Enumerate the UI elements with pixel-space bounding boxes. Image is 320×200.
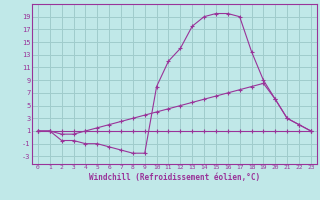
X-axis label: Windchill (Refroidissement éolien,°C): Windchill (Refroidissement éolien,°C) — [89, 173, 260, 182]
